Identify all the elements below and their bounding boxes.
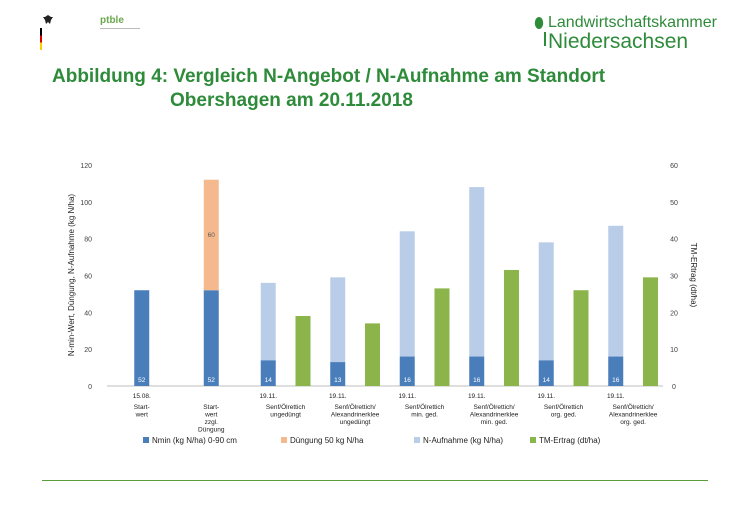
eagle-icon — [43, 15, 53, 24]
legend-swatch-naufnahme — [414, 437, 420, 443]
y2-tick-label: 0 — [672, 384, 676, 391]
ministry-logo — [38, 12, 98, 52]
bar-nmin — [608, 356, 624, 386]
category-label: org. ged. — [620, 419, 646, 426]
legend-label-naufnahme: N-Aufnahme (kg N/ha) — [423, 436, 503, 445]
bar-naufnahme — [260, 282, 276, 361]
bar-nmin-label: 16 — [404, 377, 412, 384]
y2-tick-label: 60 — [670, 163, 678, 170]
category-label: Alexandrinerklee — [609, 412, 658, 419]
y-tick-label: 0 — [88, 384, 92, 391]
org-logo-bar — [544, 32, 546, 46]
category-date: 19.11. — [329, 393, 347, 400]
category-label: zzgl. — [205, 419, 219, 426]
y-tick-label: 20 — [84, 347, 92, 354]
y-axis-label: N-min-Wert, Düngung, N-Aufnahme (kg N/ha… — [67, 194, 76, 356]
flag-icon — [40, 28, 42, 50]
y-tick-label: 120 — [80, 163, 92, 170]
category-label: Alexandrinerklee — [470, 412, 519, 419]
bar-naufnahme — [608, 225, 624, 357]
category-label: Senf/Ölrettich — [405, 403, 445, 411]
y2-tick-label: 10 — [670, 347, 678, 354]
category-label: wert — [204, 412, 217, 419]
y-tick-label: 100 — [80, 200, 92, 207]
legend-label-nmin: Nmin (kg N/ha) 0-90 cm — [152, 436, 237, 445]
category-label: Senf/Ölrettich/ — [335, 403, 376, 411]
bar-nmin — [260, 360, 276, 386]
bar-nmin — [203, 290, 219, 386]
bar-naufnahme — [538, 242, 554, 361]
category-date: 19.11. — [537, 393, 555, 400]
category-label: Senf/Ölrettich — [544, 403, 584, 411]
legend-swatch-duengung — [281, 437, 287, 443]
ptble-logo: ptble — [100, 15, 124, 26]
category-label: Alexandrinerklee — [331, 412, 380, 419]
leaf-icon — [534, 17, 544, 29]
bar-nmin — [538, 360, 554, 386]
category-date: 19.11. — [607, 393, 625, 400]
bar-nmin — [330, 362, 346, 386]
category-label: Senf/Ölrettich/ — [613, 403, 654, 411]
legend-label-duengung: Düngung 50 kg N/ha — [290, 436, 364, 445]
category-label: org. ged. — [551, 412, 577, 419]
bar-nmin-label: 16 — [612, 377, 620, 384]
org-name-line2: Niedersachsen — [548, 30, 689, 53]
bar-nmin — [399, 356, 415, 386]
category-label: min. ged. — [481, 419, 508, 426]
y2-axis-label: TM-ERtrag (dt/ha) — [689, 243, 698, 308]
y-tick-label: 60 — [84, 274, 92, 281]
legend-swatch-tm — [530, 437, 536, 443]
bar-nmin-label: 13 — [334, 377, 342, 384]
figure-title-line2: Obershagen am 20.11.2018 — [170, 90, 413, 111]
bar-naufnahme — [330, 277, 346, 363]
ptble-logo-underline — [100, 28, 140, 39]
category-label: Senf/Ölrettich — [266, 403, 306, 411]
category-date: 19.11. — [398, 393, 416, 400]
bar-nmin — [469, 356, 485, 386]
divider-line — [42, 480, 708, 481]
bar-tm-ertrag — [573, 290, 589, 386]
y-tick-label: 80 — [84, 237, 92, 244]
category-label: ungedüngt — [340, 419, 371, 426]
bar-tm-ertrag — [434, 288, 450, 386]
figure-title: Abbildung 4: Vergleich N-Angebot / N-Auf… — [52, 65, 605, 113]
category-label: wert — [135, 412, 148, 419]
category-label: Start- — [203, 404, 219, 411]
category-date: 15.08. — [133, 393, 151, 400]
bar-tm-ertrag — [503, 269, 519, 386]
org-name-line1: Landwirtschaftskammer — [548, 14, 717, 31]
legend-swatch-nmin — [143, 437, 149, 443]
bar-nmin — [134, 290, 150, 386]
category-date: 19.11. — [468, 393, 486, 400]
y2-tick-label: 50 — [670, 200, 678, 207]
legend-label-tm: TM-Ertrag (dt/ha) — [539, 436, 601, 445]
y2-tick-label: 30 — [670, 274, 678, 281]
category-label: Senf/Ölrettich/ — [474, 403, 515, 411]
bar-duengung-label: 60 — [208, 232, 216, 239]
bar-duengung — [203, 179, 219, 291]
bar-tm-ertrag — [295, 316, 311, 386]
figure-title-line1: Abbildung 4: Vergleich N-Angebot / N-Auf… — [52, 66, 606, 87]
bar-naufnahme — [399, 231, 415, 357]
bar-nmin-label: 52 — [208, 377, 216, 384]
bar-nmin-label: 16 — [473, 377, 481, 384]
bar-nmin-label: 52 — [138, 377, 146, 384]
bar-tm-ertrag — [364, 323, 380, 386]
bar-naufnahme — [469, 187, 485, 357]
category-label: ungedüngt — [270, 412, 301, 419]
bar-nmin-label: 14 — [543, 377, 551, 384]
category-label: Start- — [134, 404, 150, 411]
bar-tm-ertrag — [642, 277, 658, 386]
category-label: min. ged. — [411, 412, 438, 419]
y2-tick-label: 20 — [670, 310, 678, 317]
category-date: 19.11. — [259, 393, 277, 400]
y-tick-label: 40 — [84, 310, 92, 317]
y2-tick-label: 40 — [670, 237, 678, 244]
category-label: Düngung — [198, 427, 225, 434]
bar-nmin-label: 14 — [265, 377, 273, 384]
